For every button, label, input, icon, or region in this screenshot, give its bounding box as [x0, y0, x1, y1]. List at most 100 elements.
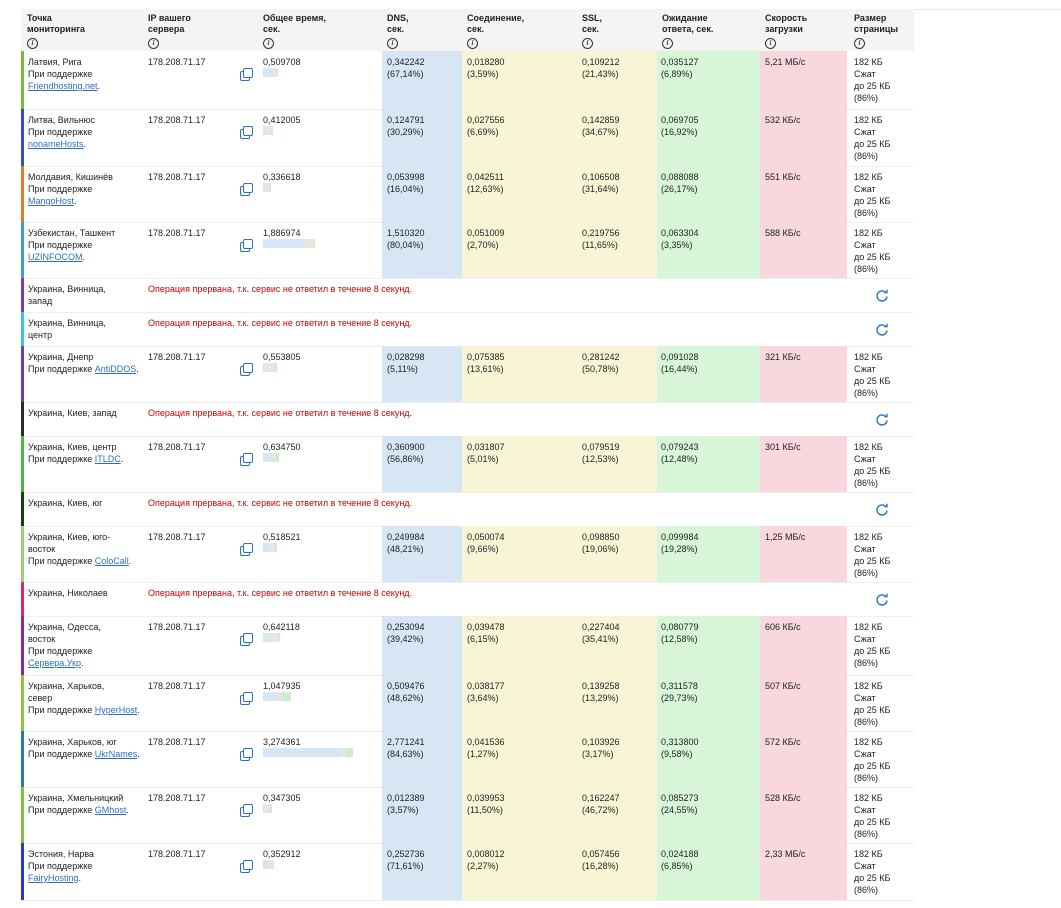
page-size-line: 182 КБ — [854, 681, 883, 691]
sponsor-link[interactable]: Сервера.Укр — [28, 658, 81, 668]
page-size: 182 КБ Сжат до 25 КБ (86%) — [854, 680, 890, 728]
header-total: Общее время, сек. i — [263, 13, 326, 49]
copy-icon[interactable] — [240, 748, 253, 761]
info-icon[interactable]: i — [765, 38, 776, 49]
info-icon[interactable]: i — [582, 38, 593, 49]
dns-value: 0,509476 (48,62%) — [387, 680, 425, 704]
location-name-line: Украина, Николаев — [28, 588, 108, 598]
copy-icon[interactable] — [240, 126, 253, 139]
conn-seconds: 0,039953 — [467, 793, 505, 803]
header-conn: Соединение, сек. i — [467, 13, 525, 49]
sponsor-link[interactable]: ColoCall — [94, 556, 129, 566]
dns-seconds: 0,249984 — [387, 532, 425, 542]
info-icon[interactable]: i — [27, 38, 38, 49]
sponsor-link[interactable]: GMhost — [94, 805, 127, 815]
wait-value: 0,091028 (16,44%) — [661, 351, 699, 375]
ssl-seconds: 0,142859 — [582, 115, 620, 125]
sponsor-link[interactable]: UZINFOCOM — [28, 252, 83, 262]
copy-icon[interactable] — [240, 860, 253, 873]
mini-bar-ssl — [274, 453, 277, 462]
wait-seconds: 0,085273 — [661, 793, 699, 803]
wait-percent: (24,55%) — [661, 805, 698, 815]
mini-bar-wait — [312, 239, 315, 248]
download-speed: 572 КБ/с — [765, 737, 801, 747]
info-icon[interactable]: i — [263, 38, 274, 49]
wait-value: 0,063304 (3,35%) — [661, 227, 699, 251]
row-color-bar — [21, 843, 24, 900]
table-row: Эстония, Нарва При поддержке FairyHosting.… — [21, 843, 914, 901]
refresh-icon[interactable] — [875, 323, 889, 337]
download-speed: 507 КБ/с — [765, 681, 801, 691]
page-size: 182 КБ Сжат до 25 КБ (86%) — [854, 736, 890, 784]
sponsor-link[interactable]: Friendhosting.net — [28, 81, 98, 91]
conn-seconds: 0,008012 — [467, 849, 505, 859]
copy-icon-front — [243, 126, 253, 136]
page-size-line: Сжат — [854, 69, 876, 79]
dns-column-bg — [382, 222, 462, 278]
wait-column-bg — [657, 731, 760, 787]
sponsor-link[interactable]: AntiDDOS — [94, 364, 137, 374]
sponsor-link[interactable]: MangoHost — [28, 196, 75, 206]
mini-bar-wait — [268, 183, 272, 192]
page-size-line: до 25 КБ — [854, 196, 891, 206]
page-size-line: Сжат — [854, 364, 876, 374]
sponsor-link[interactable]: FairyHosting — [28, 873, 79, 883]
mini-bar-dns — [263, 543, 270, 552]
page-size-line: Сжат — [854, 127, 876, 137]
sponsor-link[interactable]: ITLDC — [94, 454, 121, 464]
conn-value: 0,008012 (2,27%) — [467, 848, 505, 872]
info-icon[interactable]: i — [467, 38, 478, 49]
location-name-line: Узбекистан, Ташкент — [28, 228, 116, 238]
mini-bar-dns — [263, 68, 273, 77]
copy-icon[interactable] — [240, 543, 253, 556]
ssl-percent: (35,41%) — [582, 634, 619, 644]
wait-column-bg — [657, 787, 760, 843]
wait-percent: (12,58%) — [661, 634, 698, 644]
sponsor-label: При поддержке — [28, 705, 93, 715]
wait-percent: (16,44%) — [661, 364, 698, 374]
location-name-line: север — [28, 693, 53, 703]
copy-icon[interactable] — [240, 692, 253, 705]
page-size: 182 КБ Сжат до 25 КБ (86%) — [854, 351, 890, 399]
copy-icon[interactable] — [240, 453, 253, 466]
dns-value: 0,053998 (16,04%) — [387, 171, 425, 195]
sponsor-link[interactable]: HyperHost — [94, 705, 138, 715]
info-icon[interactable]: i — [148, 38, 159, 49]
server-ip: 178.208.71.17 — [148, 737, 206, 747]
download-speed: 1,25 МБ/с — [765, 532, 806, 542]
copy-icon[interactable] — [240, 633, 253, 646]
conn-column-bg — [462, 787, 657, 843]
info-icon[interactable]: i — [854, 38, 865, 49]
mini-bar-conn — [269, 543, 272, 552]
refresh-icon[interactable] — [875, 413, 889, 427]
refresh-icon[interactable] — [875, 593, 889, 607]
sponsor-link[interactable]: UkrNames — [94, 749, 138, 759]
dns-value: 0,360900 (56,86%) — [387, 441, 425, 465]
refresh-icon[interactable] — [875, 289, 889, 303]
copy-icon[interactable] — [240, 363, 253, 376]
info-icon[interactable]: i — [387, 38, 398, 49]
dns-column-bg — [382, 51, 462, 109]
copy-icon[interactable] — [240, 68, 253, 81]
copy-icon-front — [243, 860, 253, 870]
dns-percent: (5,11%) — [387, 364, 418, 374]
copy-icon[interactable] — [240, 183, 253, 196]
dns-column-bg — [382, 436, 462, 492]
mini-bar-dns — [263, 363, 264, 372]
mini-bar-conn — [264, 804, 266, 813]
ssl-seconds: 0,079519 — [582, 442, 620, 452]
wait-column-bg — [657, 166, 760, 222]
copy-icon-front — [243, 543, 253, 553]
conn-seconds: 0,031807 — [467, 442, 505, 452]
sponsor-link[interactable]: nonameHosts — [28, 139, 84, 149]
total-time: 0,412005 — [263, 115, 301, 125]
copy-icon[interactable] — [240, 804, 253, 817]
sponsor-label: При поддержке — [28, 556, 93, 566]
dns-value: 0,124791 (30,29%) — [387, 114, 425, 138]
mini-bar-ssl — [271, 633, 278, 642]
wait-seconds: 0,024188 — [661, 849, 699, 859]
refresh-icon[interactable] — [875, 503, 889, 517]
info-icon[interactable]: i — [662, 38, 673, 49]
ssl-seconds: 0,139258 — [582, 681, 620, 691]
copy-icon[interactable] — [240, 239, 253, 252]
